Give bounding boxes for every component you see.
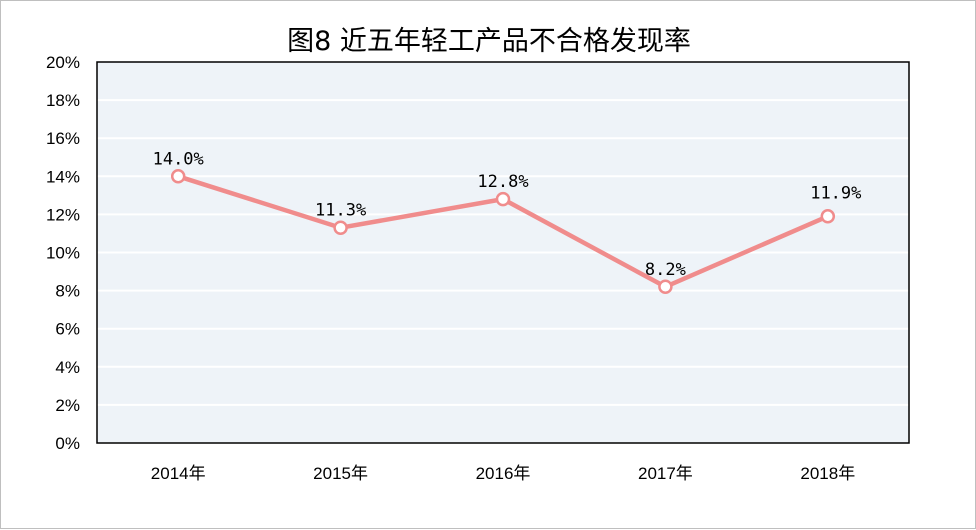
y-tick-label: 18% xyxy=(46,91,80,110)
x-tick-label: 2016年 xyxy=(476,464,531,483)
data-point xyxy=(820,209,836,224)
data-point xyxy=(333,220,348,235)
y-tick-label: 8% xyxy=(55,282,80,301)
x-tick-label: 2018年 xyxy=(800,464,855,483)
y-tick-label: 14% xyxy=(46,167,80,186)
data-label: 12.8% xyxy=(477,172,528,192)
chart-title: 图8 近五年轻工产品不合格发现率 xyxy=(287,26,691,57)
data-label: 8.2% xyxy=(645,260,686,280)
x-tick-label: 2017年 xyxy=(638,464,693,483)
data-label: 11.3% xyxy=(315,201,366,221)
plot-border xyxy=(96,61,910,444)
y-tick-label: 4% xyxy=(55,358,80,377)
data-label: 11.9% xyxy=(810,183,861,203)
y-tick-label: 6% xyxy=(55,320,80,339)
x-tick-label: 2015年 xyxy=(313,464,368,483)
y-tick-label: 10% xyxy=(46,244,80,263)
y-tick-label: 20% xyxy=(46,53,80,72)
y-tick-label: 12% xyxy=(46,205,80,224)
x-tick-label: 2014年 xyxy=(151,464,206,483)
y-tick-label: 2% xyxy=(55,396,80,415)
data-point xyxy=(495,191,511,207)
data-point xyxy=(658,279,673,295)
y-tick-label: 0% xyxy=(55,434,80,453)
data-label: 14.0% xyxy=(153,149,204,169)
y-tick-label: 16% xyxy=(46,129,80,148)
data-point xyxy=(170,169,186,184)
